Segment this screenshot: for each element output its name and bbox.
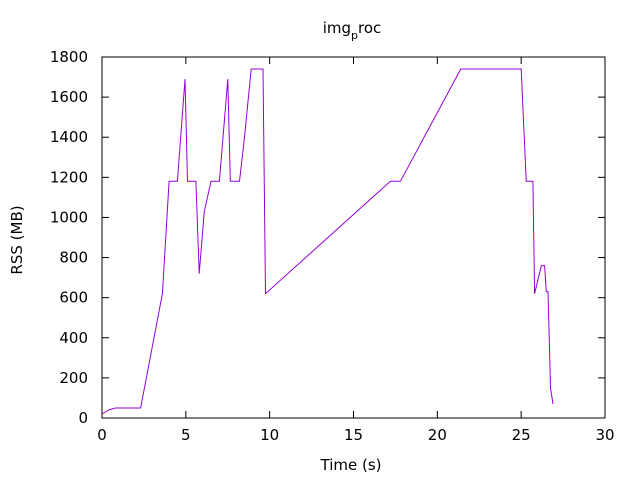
- chart-title-main: img: [323, 19, 351, 37]
- x-tick-label-2: 10: [260, 426, 279, 444]
- y-axis-label: RSS (MB): [8, 205, 26, 274]
- y-tick-label-9: 1800: [50, 48, 88, 66]
- y-tick-label-5: 1000: [50, 208, 88, 226]
- chart-title: imgproc: [323, 19, 382, 42]
- y-tick-label-8: 1600: [50, 88, 88, 106]
- y-tick-label-3: 600: [59, 289, 88, 307]
- x-tick-label-6: 30: [595, 426, 614, 444]
- y-tick-label-6: 1200: [50, 168, 88, 186]
- y-tick-label-7: 1400: [50, 128, 88, 146]
- x-tick-label-1: 5: [181, 426, 191, 444]
- plot-area-border: [101, 56, 606, 419]
- y-tick-label-2: 400: [59, 329, 88, 347]
- chart-title-rest: roc: [358, 19, 381, 37]
- y-tick-label-0: 0: [78, 409, 88, 427]
- y-tick-label-4: 800: [59, 249, 88, 267]
- x-tick-label-5: 25: [512, 426, 531, 444]
- x-axis-ticks: 0 5 10 15 20 25 30: [97, 57, 615, 444]
- x-tick-label-4: 20: [428, 426, 447, 444]
- series-line-rss: [101, 68, 554, 415]
- y-tick-label-1: 200: [59, 369, 88, 387]
- x-tick-label-0: 0: [97, 426, 107, 444]
- y-axis-ticks: 0 200 400 600 800 1000 1200 1400 1600 1800: [50, 48, 605, 427]
- x-tick-label-3: 15: [344, 426, 363, 444]
- x-axis-label: Time (s): [320, 456, 382, 474]
- chart-title-subscript: p: [351, 29, 358, 42]
